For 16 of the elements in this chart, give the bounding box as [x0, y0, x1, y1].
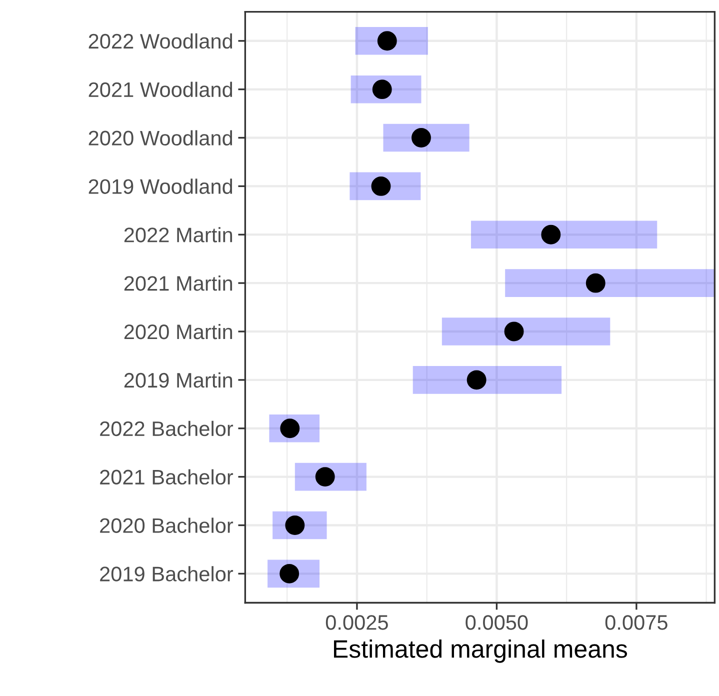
- x-axis-title: Estimated marginal means: [334, 640, 628, 663]
- y-tick-label: 2019 Martin: [124, 372, 232, 388]
- y-tick-label: 2022 Martin: [124, 227, 232, 242]
- y-tick-label: 2021 Bachelor: [100, 469, 234, 485]
- x-tick-label: 0.0075: [605, 615, 668, 630]
- x-tick-label: 0.0050: [466, 615, 528, 630]
- y-tick-label: 2019 Bachelor: [100, 566, 234, 582]
- y-tick-label: 2020 Martin: [124, 324, 232, 340]
- x-tick-label: 0.0025: [326, 615, 388, 630]
- y-tick-label: 2020 Woodland: [88, 130, 232, 146]
- y-tick-label: 2022 Woodland: [88, 33, 232, 49]
- y-tick-label: 2021 Woodland: [88, 82, 232, 98]
- y-tick-label: 2022 Bachelor: [100, 420, 234, 436]
- y-tick-label: 2020 Bachelor: [100, 518, 234, 533]
- y-tick-label: 2019 Woodland: [88, 178, 232, 194]
- y-tick-label: 2021 Martin: [124, 276, 232, 291]
